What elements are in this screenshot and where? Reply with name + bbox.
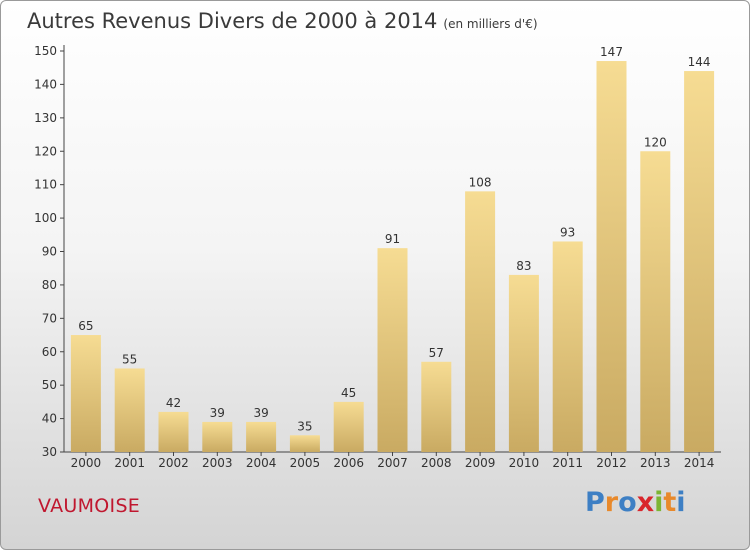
bar	[289, 435, 320, 452]
chart-title-text: Autres Revenus Divers de 2000 à 2014	[27, 9, 438, 33]
bar-value-label: 120	[644, 135, 667, 149]
x-tick-label: 2010	[509, 456, 540, 470]
x-tick-label: 2005	[290, 456, 321, 470]
bar	[158, 411, 189, 452]
bar	[202, 421, 233, 452]
bar-value-label: 83	[516, 259, 531, 273]
bar	[421, 361, 452, 452]
logo-letter: P	[585, 487, 605, 518]
bar	[70, 335, 101, 452]
bar-value-label: 35	[297, 419, 312, 433]
y-tick-label: 110	[34, 178, 57, 192]
y-tick-label: 60	[42, 345, 57, 359]
y-tick-label: 100	[34, 211, 57, 225]
bar	[596, 61, 627, 453]
bar-value-label: 91	[385, 232, 400, 246]
x-tick-label: 2000	[71, 456, 102, 470]
x-tick-label: 2003	[202, 456, 233, 470]
logo-letter: r	[604, 487, 619, 518]
bar	[333, 401, 364, 452]
logo-letter: i	[654, 487, 664, 518]
y-tick-label: 50	[42, 378, 57, 392]
bar	[246, 421, 277, 452]
bar	[508, 274, 539, 452]
bar-value-label: 144	[688, 55, 711, 69]
proxiti-logo: Proxiti	[585, 487, 686, 518]
logo-letter: x	[636, 487, 655, 518]
x-tick-label: 2007	[377, 456, 408, 470]
y-tick-label: 90	[42, 245, 57, 259]
y-tick-label: 130	[34, 111, 57, 125]
x-tick-label: 2002	[158, 456, 189, 470]
logo-letter: i	[676, 487, 686, 518]
x-tick-label: 2004	[246, 456, 277, 470]
bar	[377, 248, 408, 452]
bar	[552, 241, 583, 452]
y-tick-label: 80	[42, 278, 57, 292]
bar-value-label: 147	[600, 45, 623, 59]
y-tick-label: 140	[34, 77, 57, 91]
y-tick-label: 120	[34, 144, 57, 158]
x-tick-label: 2013	[640, 456, 671, 470]
location-name: VAUMOISE	[38, 495, 141, 517]
x-tick-label: 2014	[684, 456, 715, 470]
chart-title: Autres Revenus Divers de 2000 à 2014 (en …	[27, 9, 538, 33]
x-tick-label: 2009	[465, 456, 496, 470]
bar	[684, 71, 715, 453]
bar-value-label: 39	[210, 406, 225, 420]
x-tick-label: 2006	[333, 456, 364, 470]
y-tick-label: 40	[42, 412, 57, 426]
bar	[465, 191, 496, 452]
bar-value-label: 93	[560, 225, 575, 239]
y-tick-label: 30	[42, 445, 57, 459]
y-tick-label: 70	[42, 311, 57, 325]
x-tick-label: 2008	[421, 456, 452, 470]
bar	[114, 368, 145, 452]
x-tick-label: 2012	[596, 456, 627, 470]
bar-value-label: 65	[78, 319, 93, 333]
x-tick-label: 2011	[552, 456, 583, 470]
logo-letter: t	[663, 487, 677, 518]
bar-value-label: 108	[469, 175, 492, 189]
bar-value-label: 45	[341, 386, 356, 400]
bar-value-label: 57	[429, 346, 444, 360]
logo-letter: o	[618, 487, 637, 518]
bar-value-label: 42	[166, 396, 181, 410]
chart-unit: (en milliers d'€)	[443, 17, 538, 31]
bar-value-label: 55	[122, 352, 137, 366]
bar-value-label: 39	[253, 406, 268, 420]
x-tick-label: 2001	[114, 456, 145, 470]
bar	[640, 151, 671, 452]
y-tick-label: 150	[34, 44, 57, 58]
